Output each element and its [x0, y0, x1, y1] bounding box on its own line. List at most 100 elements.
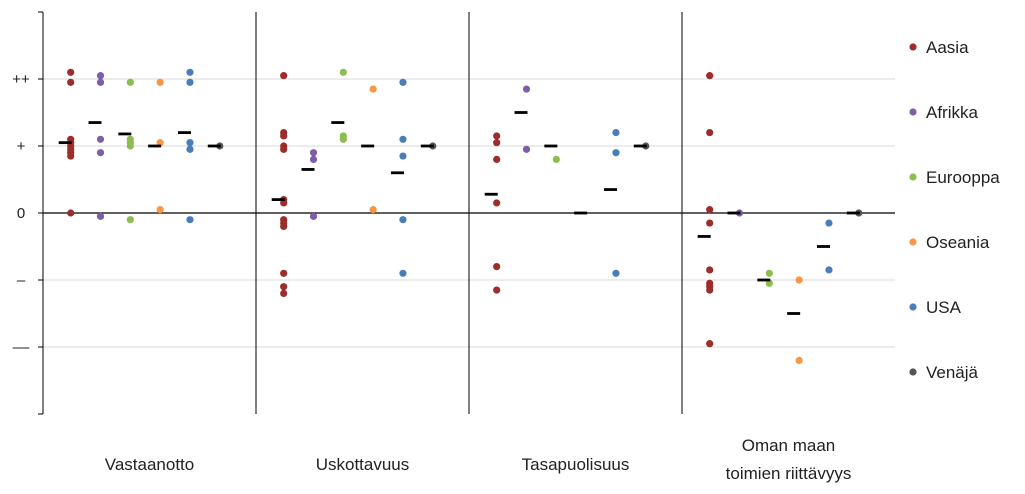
data-point: [186, 145, 194, 153]
data-point: [399, 78, 407, 86]
mean-marker: [603, 188, 617, 191]
data-point: [156, 206, 164, 214]
data-point: [280, 269, 288, 277]
data-point: [706, 219, 714, 227]
data-point: [96, 135, 105, 143]
legend-marker: [909, 43, 917, 51]
data-point: [186, 139, 194, 147]
mean-marker: [574, 211, 588, 215]
data-point: [280, 222, 288, 230]
x-category-label: Tasapuolisuus: [522, 455, 630, 474]
data-point: [825, 266, 833, 274]
data-point: [67, 152, 75, 160]
mean-marker: [58, 141, 72, 145]
data-point: [126, 78, 134, 86]
data-point: [67, 209, 75, 217]
data-point: [706, 340, 714, 348]
data-point: [612, 129, 620, 137]
data-point: [369, 206, 377, 214]
data-point: [493, 199, 501, 207]
data-point: [399, 152, 407, 160]
x-category-label: Oman maan: [742, 436, 836, 455]
y-tick-label: 0: [17, 205, 25, 222]
y-tick-label: +: [17, 138, 26, 155]
mean-marker: [148, 144, 162, 148]
data-point: [399, 135, 407, 143]
mean-marker: [177, 131, 191, 134]
data-point: [339, 135, 347, 143]
y-tick-label: –: [17, 272, 26, 289]
y-tick-label: ++: [12, 71, 30, 88]
data-point: [369, 85, 377, 93]
mean-marker: [633, 144, 647, 148]
data-point: [706, 206, 714, 214]
legend-marker: [909, 368, 917, 376]
legend-marker: [909, 303, 917, 311]
mean-marker: [514, 111, 528, 114]
data-point: [67, 68, 75, 76]
mean-marker: [301, 168, 315, 171]
data-point: [706, 286, 714, 294]
data-point: [825, 219, 833, 227]
data-point: [493, 155, 501, 163]
mean-marker: [846, 211, 860, 215]
data-point: [280, 132, 288, 140]
data-point: [186, 78, 194, 86]
mean-marker: [271, 198, 285, 201]
data-point: [795, 356, 803, 364]
mean-marker: [544, 144, 558, 148]
data-point: [96, 212, 105, 220]
data-point: [280, 72, 288, 80]
mean-marker: [697, 235, 711, 238]
x-category-label: Vastaanotto: [105, 455, 194, 474]
mean-marker: [361, 144, 375, 148]
mean-marker: [757, 278, 771, 282]
data-point: [612, 269, 620, 277]
legend-label: USA: [926, 298, 962, 317]
mean-marker: [88, 121, 102, 124]
data-point: [493, 263, 501, 271]
data-point: [96, 149, 105, 157]
data-point: [186, 216, 194, 224]
data-point: [493, 286, 501, 294]
mean-marker: [420, 144, 434, 148]
legend-marker: [909, 173, 917, 181]
legend-label: Oseania: [926, 233, 990, 252]
data-point: [186, 68, 194, 76]
data-point: [280, 199, 288, 207]
data-point: [399, 269, 407, 277]
data-point: [96, 72, 105, 80]
data-point: [522, 145, 531, 153]
data-point: [339, 68, 347, 76]
data-point: [96, 78, 105, 86]
mean-marker: [118, 132, 132, 136]
mean-marker: [816, 245, 830, 248]
data-point: [765, 279, 773, 287]
legend-label: Afrikka: [926, 103, 979, 122]
mean-marker: [390, 171, 404, 175]
data-point: [493, 139, 501, 147]
data-point: [126, 216, 134, 224]
mean-marker: [727, 211, 741, 215]
data-point: [612, 149, 620, 157]
legend-label: Venäjä: [926, 363, 979, 382]
data-point: [156, 139, 164, 147]
data-point: [552, 155, 560, 163]
y-tick-label: ––: [13, 339, 30, 356]
data-point: [706, 72, 714, 80]
data-point: [156, 78, 164, 86]
x-category-label: Uskottavuus: [316, 455, 410, 474]
data-point: [493, 132, 501, 140]
data-point: [280, 283, 288, 291]
mean-marker: [331, 121, 345, 124]
data-point: [399, 216, 407, 224]
legend-label: Eurooppa: [926, 168, 1000, 187]
data-point: [126, 142, 134, 150]
data-point: [67, 78, 75, 86]
legend-marker: [909, 238, 917, 246]
data-point: [706, 129, 714, 137]
legend-marker: [909, 108, 917, 116]
data-point: [795, 276, 803, 284]
